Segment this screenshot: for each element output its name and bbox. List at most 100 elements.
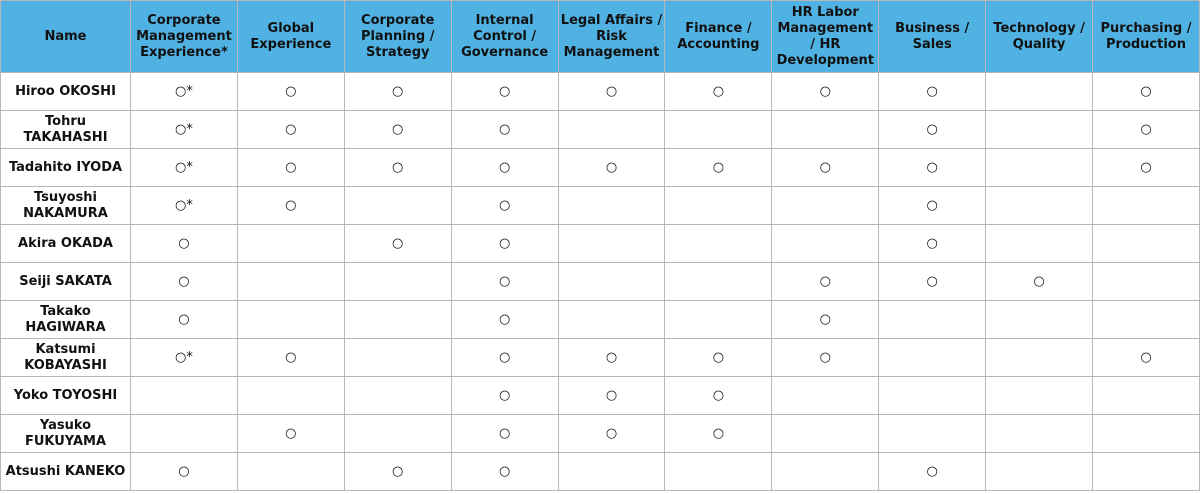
empty-cell: [130, 376, 238, 415]
column-header: Corporate Management Experience*: [130, 0, 238, 73]
skill-mark: ○: [450, 72, 559, 111]
empty-cell: [771, 414, 880, 453]
empty-cell: [343, 262, 452, 301]
skill-mark: ○: [343, 224, 452, 263]
empty-cell: [557, 186, 666, 225]
empty-cell: [1092, 300, 1200, 339]
skill-mark: ○: [236, 72, 345, 111]
director-name: Tsuyoshi NAKAMURA: [0, 186, 131, 225]
skill-mark: ○: [878, 110, 987, 149]
empty-cell: [878, 414, 987, 453]
skill-mark: ○: [1092, 148, 1200, 187]
empty-cell: [771, 224, 880, 263]
empty-cell: [878, 376, 987, 415]
director-name: Katsumi KOBAYASHI: [0, 338, 131, 377]
skill-mark: ○: [450, 452, 559, 491]
empty-cell: [985, 376, 1094, 415]
skill-mark: ○*: [130, 148, 238, 187]
column-header: Global Experience: [236, 0, 345, 73]
skill-mark: ○: [557, 72, 666, 111]
skill-mark: ○: [450, 262, 559, 301]
skill-mark: ○: [343, 452, 452, 491]
empty-cell: [664, 452, 773, 491]
empty-cell: [985, 186, 1094, 225]
empty-cell: [130, 414, 238, 453]
skill-mark: ○: [878, 224, 987, 263]
column-header: Purchasing / Production: [1092, 0, 1200, 73]
skill-mark: ○: [343, 148, 452, 187]
skill-mark: ○: [664, 338, 773, 377]
skill-mark: ○: [664, 414, 773, 453]
table-row: Tsuyoshi NAKAMURA ○* ○ ○ ○: [0, 186, 1200, 225]
skill-mark: ○: [450, 338, 559, 377]
empty-cell: [878, 338, 987, 377]
skill-mark: ○: [878, 262, 987, 301]
empty-cell: [1092, 452, 1200, 491]
empty-cell: [771, 452, 880, 491]
director-name: Takako HAGIWARA: [0, 300, 131, 339]
skill-mark: ○: [343, 110, 452, 149]
skill-mark: ○: [450, 148, 559, 187]
skill-mark: ○: [236, 110, 345, 149]
director-name: Akira OKADA: [0, 224, 131, 263]
empty-cell: [557, 110, 666, 149]
column-header: Internal Control / Governance: [450, 0, 559, 73]
empty-cell: [878, 300, 987, 339]
skill-mark: ○: [130, 224, 238, 263]
table-row: Yasuko FUKUYAMA ○ ○ ○ ○: [0, 414, 1200, 453]
table-row: Katsumi KOBAYASHI ○* ○ ○ ○ ○ ○ ○: [0, 338, 1200, 377]
empty-cell: [985, 300, 1094, 339]
skill-mark: ○: [664, 376, 773, 415]
empty-cell: [664, 186, 773, 225]
skill-mark: ○: [450, 186, 559, 225]
skill-mark: ○: [771, 72, 880, 111]
director-name: Seiji SAKATA: [0, 262, 131, 301]
skill-mark: ○: [450, 414, 559, 453]
empty-cell: [771, 186, 880, 225]
skill-mark: ○: [450, 300, 559, 339]
empty-cell: [664, 110, 773, 149]
skill-mark: ○: [878, 148, 987, 187]
skill-mark: ○: [664, 148, 773, 187]
skill-mark: ○*: [130, 72, 238, 111]
skill-mark: ○: [450, 376, 559, 415]
table-row: Hiroo OKOSHI ○* ○ ○ ○ ○ ○ ○ ○ ○: [0, 72, 1200, 111]
skill-mark: ○*: [130, 110, 238, 149]
empty-cell: [664, 224, 773, 263]
empty-cell: [236, 300, 345, 339]
header-row: Name Corporate Management Experience* Glob…: [0, 0, 1200, 73]
table-row: Tohru TAKAHASHI ○* ○ ○ ○ ○ ○: [0, 110, 1200, 149]
skill-mark: ○: [878, 186, 987, 225]
empty-cell: [557, 300, 666, 339]
empty-cell: [985, 414, 1094, 453]
empty-cell: [343, 300, 452, 339]
skill-mark: ○: [1092, 110, 1200, 149]
skill-mark: ○: [130, 262, 238, 301]
empty-cell: [236, 376, 345, 415]
skill-mark: ○: [557, 338, 666, 377]
empty-cell: [1092, 186, 1200, 225]
skill-mark: ○: [450, 224, 559, 263]
skill-mark: ○: [557, 148, 666, 187]
director-name: Hiroo OKOSHI: [0, 72, 131, 111]
skill-mark: ○: [130, 452, 238, 491]
empty-cell: [1092, 414, 1200, 453]
empty-cell: [664, 262, 773, 301]
empty-cell: [771, 376, 880, 415]
empty-cell: [236, 452, 345, 491]
empty-cell: [343, 376, 452, 415]
empty-cell: [664, 300, 773, 339]
column-header: Corporate Planning / Strategy: [343, 0, 452, 73]
director-name: Atsushi KANEKO: [0, 452, 131, 491]
empty-cell: [985, 148, 1094, 187]
empty-cell: [985, 452, 1094, 491]
table-row: Takako HAGIWARA ○ ○ ○: [0, 300, 1200, 339]
skill-mark: ○: [771, 262, 880, 301]
empty-cell: [1092, 376, 1200, 415]
empty-cell: [771, 110, 880, 149]
skill-mark: ○: [236, 338, 345, 377]
table-row: Yoko TOYOSHI ○ ○ ○: [0, 376, 1200, 415]
column-header: HR Labor Management / HR Development: [771, 0, 880, 73]
